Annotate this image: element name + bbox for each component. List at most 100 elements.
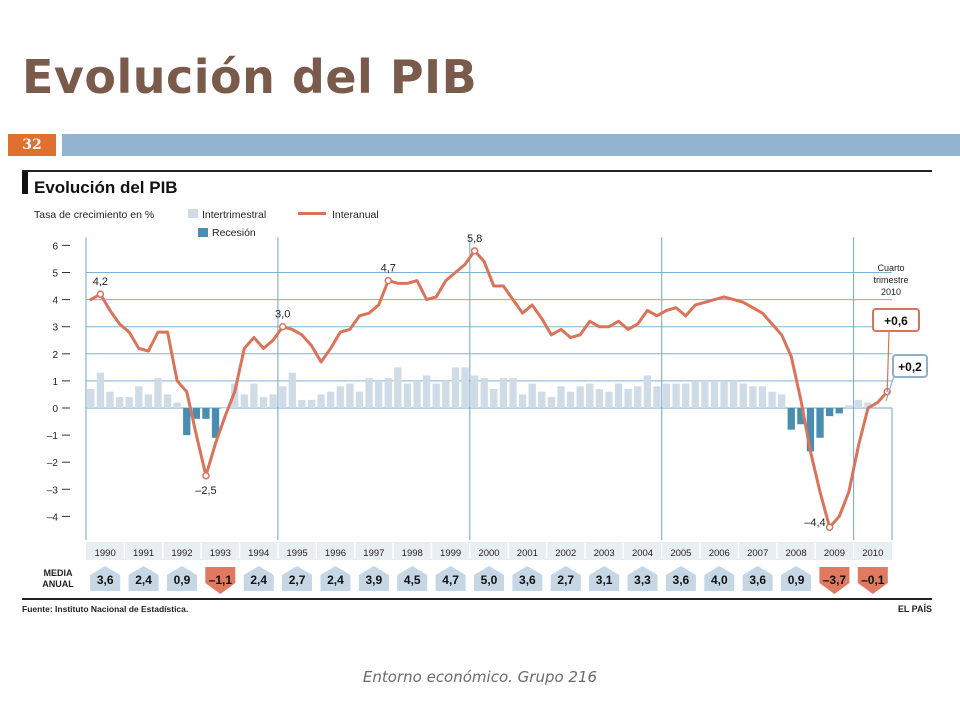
header-bar xyxy=(62,134,960,156)
intertrimestral-bar xyxy=(547,397,556,408)
y-tick-label: –3 xyxy=(47,485,59,496)
intertrimestral-bar xyxy=(787,408,795,430)
y-tick-label: 4 xyxy=(52,296,58,307)
legend-intertrimestral: Intertrimestral xyxy=(202,209,266,221)
chart-title-marker xyxy=(22,172,28,194)
callout-pointer xyxy=(886,331,890,392)
publisher-label: EL PAÍS xyxy=(898,604,932,614)
intertrimestral-bar xyxy=(614,383,623,408)
interanual-line xyxy=(89,249,889,529)
page-number-badge: 32 xyxy=(8,134,56,156)
callout-intertrimestral-label: +0,2 xyxy=(898,360,922,374)
year-label: 1999 xyxy=(440,548,461,559)
intertrimestral-bar xyxy=(135,386,143,408)
media-anual-value: 4,7 xyxy=(442,573,459,587)
line-layer xyxy=(89,249,889,529)
media-up-arrow xyxy=(589,566,620,591)
intertrimestral-bar xyxy=(595,389,603,408)
intertrimestral-bar xyxy=(240,394,248,408)
media-anual-value: 3,9 xyxy=(366,573,383,587)
intertrimestral-bar xyxy=(192,408,200,419)
media-up-arrow xyxy=(435,566,466,591)
annotation-label: 4,2 xyxy=(93,276,108,288)
intertrimestral-bar xyxy=(586,383,594,408)
intertrimestral-bar xyxy=(672,383,680,408)
year-label: 2010 xyxy=(862,548,883,559)
year-label: 2005 xyxy=(670,548,691,559)
intertrimestral-bar xyxy=(538,391,546,408)
legend-intertrimestral-swatch xyxy=(188,209,198,218)
media-up-arrow xyxy=(627,566,658,591)
intertrimestral-bar xyxy=(825,408,834,417)
source-note: Fuente: Instituto Nacional de Estadístic… xyxy=(22,604,188,614)
legend-recesion: Recesión xyxy=(212,227,256,239)
grid-layer: 6 5 4 3 2 1 0 –1 –2 –3 –4 xyxy=(47,237,893,540)
intertrimestral-bar xyxy=(365,378,373,408)
intertrimestral-bar xyxy=(403,383,412,408)
y-tick-label: 5 xyxy=(52,269,58,280)
y-tick-label: 3 xyxy=(52,323,58,334)
bottom-layer: 1990 1991 1992 1993 1994 1995 1996 1997 1998 1999… xyxy=(22,542,932,614)
y-tick-label: –1 xyxy=(47,431,59,442)
y-tick-label: 2 xyxy=(52,350,58,361)
intertrimestral-bar xyxy=(288,372,296,408)
annotation-point xyxy=(202,472,210,480)
intertrimestral-bar xyxy=(758,386,767,408)
intertrimestral-bar xyxy=(566,391,575,408)
media-anual-value: 2,7 xyxy=(289,573,306,587)
media-up-arrow xyxy=(474,566,504,591)
year-label: 1990 xyxy=(95,548,116,559)
media-anual-value: 3,6 xyxy=(673,573,690,587)
intertrimestral-bar xyxy=(375,380,383,408)
callout-interanual-label: +0,6 xyxy=(884,314,908,328)
intertrimestral-bar xyxy=(183,408,191,436)
media-up-arrow xyxy=(358,566,389,591)
intertrimestral-bar xyxy=(854,399,863,408)
media-up-arrow xyxy=(90,566,121,591)
intertrimestral-bar xyxy=(518,394,527,408)
chart-title: Evolución del PIB xyxy=(34,178,178,197)
annotation-label: 3,0 xyxy=(275,309,290,321)
intertrimestral-bar xyxy=(327,391,335,408)
legend-interanual: Interanual xyxy=(332,209,379,221)
media-up-arrow xyxy=(665,566,696,591)
year-label: 2009 xyxy=(824,548,845,559)
intertrimestral-bar xyxy=(835,408,843,414)
media-up-arrow xyxy=(128,566,159,591)
y-axis-label: Tasa de crecimiento en % xyxy=(34,209,154,221)
intertrimestral-bar xyxy=(701,380,709,408)
intertrimestral-bar xyxy=(634,386,642,408)
year-label: 2003 xyxy=(594,548,615,559)
intertrimestral-bar xyxy=(154,378,162,408)
intertrimestral-bar xyxy=(710,380,719,408)
year-label: 1993 xyxy=(210,548,231,559)
annotation-point xyxy=(96,290,105,298)
media-up-arrow xyxy=(512,566,543,591)
year-label: 2006 xyxy=(709,548,730,559)
year-label: 1997 xyxy=(363,548,384,559)
callout-interanual-box xyxy=(872,308,920,332)
y-tick-label: –2 xyxy=(47,458,59,469)
media-anual-value: 0,9 xyxy=(788,573,805,587)
media-down-arrow xyxy=(819,567,850,594)
callout-pointer xyxy=(885,375,895,402)
year-label: 2008 xyxy=(785,548,806,559)
callout-intertrimestral-box xyxy=(892,354,928,378)
intertrimestral-bar xyxy=(125,397,133,408)
intertrimestral-bar xyxy=(730,380,738,408)
bars-layer xyxy=(87,367,872,452)
y-tick-label: 1 xyxy=(52,377,58,388)
year-label: 2000 xyxy=(478,548,499,559)
callout-text: 2010 xyxy=(881,287,901,297)
media-anual-value: 2,4 xyxy=(135,573,152,587)
intertrimestral-bar xyxy=(259,397,268,408)
intertrimestral-bar xyxy=(106,391,114,408)
media-anual-value: –3,7 xyxy=(823,573,847,587)
y-tick-label: 6 xyxy=(52,241,58,252)
annotation-label: –4,4 xyxy=(804,517,825,529)
media-down-arrow xyxy=(857,567,888,594)
intertrimestral-bar xyxy=(173,402,181,408)
year-label: 1992 xyxy=(171,548,192,559)
labels-layer: 4,2 –2,5 3,0 4,7 5,8 –4,4 Cuarto trimestre 2010 +… xyxy=(93,233,928,531)
intertrimestral-bar xyxy=(490,389,498,408)
